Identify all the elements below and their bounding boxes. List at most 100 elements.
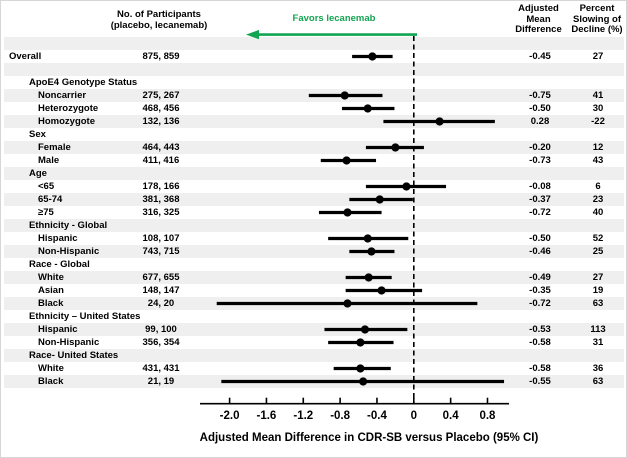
participants-count: 356, 354 xyxy=(142,337,180,348)
adjusted-mean-difference-value: -0.46 xyxy=(529,246,551,257)
pct-header-line2: Slowing of xyxy=(572,13,622,25)
percent-slowing-column-header: Percent Slowing of Decline (%) xyxy=(564,3,626,36)
adjusted-mean-difference-value: -0.35 xyxy=(529,285,551,296)
table-row: Overall 875, 859 -0.45 27 xyxy=(4,50,624,63)
pct-header-line3: Decline (%) xyxy=(571,24,623,35)
participants-count: 381, 368 xyxy=(142,194,180,205)
table-row: Male 411, 416 -0.73 43 xyxy=(4,154,624,167)
row-label: Race- United States xyxy=(29,350,119,361)
participants-count: 411, 416 xyxy=(142,155,180,166)
spacer-row xyxy=(4,63,624,76)
participants-count: 431, 431 xyxy=(142,363,180,374)
subgroup-header-row: Sex xyxy=(4,128,624,141)
subgroup-header-row: Ethnicity - Global xyxy=(4,219,624,232)
adjusted-mean-difference-value: -0.50 xyxy=(529,233,551,244)
adjusted-mean-difference-value: -0.75 xyxy=(529,90,551,101)
row-label: Black xyxy=(38,376,64,387)
row-label: Noncarrier xyxy=(38,90,87,101)
point-estimate-marker xyxy=(402,182,411,191)
row-label: Non-Hispanic xyxy=(38,246,100,257)
percent-slowing-value: 63 xyxy=(592,376,604,387)
participants-count: 24, 20 xyxy=(147,298,175,309)
adjusted-mean-difference-value: -0.08 xyxy=(529,181,551,192)
point-estimate-marker xyxy=(356,364,365,373)
row-label: <65 xyxy=(38,181,55,192)
point-estimate-marker xyxy=(363,234,372,243)
participants-count: 21, 19 xyxy=(147,376,175,387)
table-row: <65 178, 166 -0.08 6 xyxy=(4,180,624,193)
table-row: ≥75 316, 325 -0.72 40 xyxy=(4,206,624,219)
point-estimate-marker xyxy=(359,377,368,386)
point-estimate-marker xyxy=(435,117,444,126)
point-estimate-marker xyxy=(363,104,372,113)
participants-count: 677, 655 xyxy=(142,272,180,283)
row-label: Male xyxy=(38,155,60,166)
percent-slowing-value: 36 xyxy=(592,363,604,374)
point-estimate-marker xyxy=(340,91,349,100)
participants-count: 178, 166 xyxy=(142,181,180,192)
participants-header-line2: (placebo, lecanemab) xyxy=(110,19,208,31)
table-row: Hispanic 108, 107 -0.50 52 xyxy=(4,232,624,245)
x-axis-tick-label: -1.2 xyxy=(293,410,313,422)
favors-arrow-head xyxy=(246,29,259,40)
percent-slowing-value: 27 xyxy=(592,51,604,62)
adjusted-mean-difference-column-header: Adjusted Mean Difference xyxy=(506,3,571,36)
row-label: White xyxy=(38,272,64,283)
adjusted-mean-difference-value: -0.55 xyxy=(529,376,551,387)
percent-slowing-value: 41 xyxy=(592,90,604,101)
participants-count: 316, 325 xyxy=(142,207,180,218)
row-label: 65-74 xyxy=(38,194,63,205)
adjusted-mean-difference-value: -0.45 xyxy=(529,51,551,62)
percent-slowing-value: 40 xyxy=(592,207,604,218)
x-axis-tick-label: 0.4 xyxy=(443,410,460,422)
table-row: Non-Hispanic 743, 715 -0.46 25 xyxy=(4,245,624,258)
percent-slowing-value: 19 xyxy=(592,285,604,296)
participants-count: 132, 136 xyxy=(142,116,180,127)
participants-count: 99, 100 xyxy=(145,324,177,335)
point-estimate-marker xyxy=(360,325,370,334)
percent-slowing-value: 27 xyxy=(592,272,604,283)
favors-lecanemab-label: Favors lecanemab xyxy=(292,13,376,24)
adjusted-mean-difference-value: -0.58 xyxy=(529,363,551,374)
table-row: Female 464, 443 -0.20 12 xyxy=(4,141,624,154)
percent-slowing-value: 31 xyxy=(592,337,604,348)
row-label: Hispanic xyxy=(38,324,78,335)
participants-count: 464, 443 xyxy=(142,142,180,153)
subgroup-header-row: Ethnicity – United States xyxy=(4,310,624,323)
table-row: Heterozygote 468, 456 -0.50 30 xyxy=(4,102,624,115)
participants-header-line1: No. of Participants xyxy=(117,9,201,20)
table-row: Hispanic 99, 100 -0.53 113 xyxy=(4,323,624,336)
participants-column-header: No. of Participants (placebo, lecanemab) xyxy=(99,9,219,31)
table-row: 65-74 381, 368 -0.37 23 xyxy=(4,193,624,206)
percent-slowing-value: 30 xyxy=(592,103,604,114)
table-row: Asian 148, 147 -0.35 19 xyxy=(4,284,624,297)
amd-header-line3: Difference xyxy=(515,24,562,35)
point-estimate-marker xyxy=(368,52,377,61)
row-label: Non-Hispanic xyxy=(38,337,100,348)
spacer-row xyxy=(4,37,624,50)
adjusted-mean-difference-value: -0.50 xyxy=(529,103,551,114)
row-label: Black xyxy=(38,298,64,309)
adjusted-mean-difference-value: -0.53 xyxy=(529,324,551,335)
point-estimate-marker xyxy=(342,156,351,165)
row-label: Ethnicity – United States xyxy=(29,311,141,322)
point-estimate-marker xyxy=(367,247,376,256)
participants-count: 108, 107 xyxy=(142,233,180,244)
adjusted-mean-difference-value: -0.37 xyxy=(529,194,551,205)
point-estimate-marker xyxy=(343,299,352,308)
amd-header-line1: Adjusted xyxy=(518,3,559,14)
subgroup-header-row: Race - Global xyxy=(4,258,624,271)
percent-slowing-value: 12 xyxy=(592,142,604,153)
point-estimate-marker xyxy=(377,286,386,295)
subgroup-header-row: Age xyxy=(4,167,624,180)
point-estimate-marker xyxy=(356,338,365,347)
percent-slowing-value: 52 xyxy=(592,233,604,244)
row-label: ApoE4 Genotype Status xyxy=(29,77,138,88)
point-estimate-marker xyxy=(391,143,400,152)
adjusted-mean-difference-value: -0.73 xyxy=(529,155,551,166)
x-axis-title: Adjusted Mean Difference in CDR-SB versu… xyxy=(199,432,539,444)
row-label: Race - Global xyxy=(29,259,90,270)
row-label: Overall xyxy=(9,51,42,62)
